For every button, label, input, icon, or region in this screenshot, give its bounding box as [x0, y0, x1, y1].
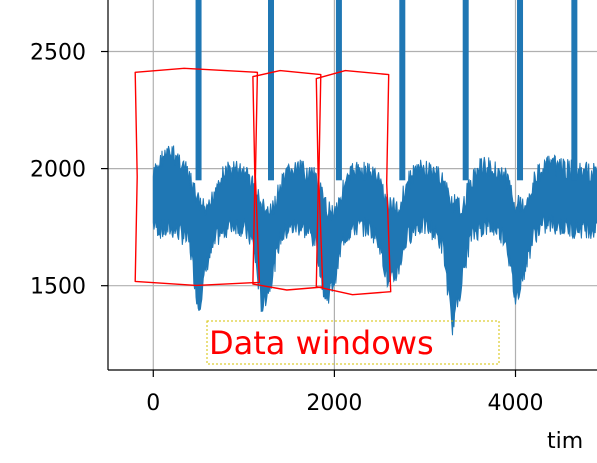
series-spike	[335, 0, 342, 181]
x-tick-label: 4000	[488, 391, 544, 416]
y-tick-label: 2500	[30, 41, 86, 66]
series-spike	[195, 0, 202, 181]
series-layer	[152, 145, 597, 336]
annotation-box	[206, 320, 500, 365]
series-spike	[399, 0, 406, 181]
data-window-box	[134, 67, 261, 287]
series-spike	[517, 0, 524, 181]
series-spike	[268, 0, 274, 181]
x-axis-label: tim	[547, 429, 583, 454]
series-line	[152, 145, 597, 336]
series-spike	[462, 0, 469, 181]
y-axis-ticks: 1500 2000 2500	[30, 41, 108, 300]
annotation-text: Data windows	[209, 324, 434, 362]
data-window-layer	[134, 67, 392, 296]
x-tick-label: 2000	[306, 391, 362, 416]
x-axis-ticks: 0 2000 4000	[146, 370, 544, 416]
x-tick-label: 0	[146, 391, 160, 416]
data-window-box	[315, 69, 392, 296]
y-tick-label: 1500	[30, 275, 86, 300]
spike-layer	[195, 0, 578, 181]
y-tick-label: 2000	[30, 158, 86, 183]
series-spike	[571, 0, 578, 181]
data-window-box	[252, 69, 324, 291]
